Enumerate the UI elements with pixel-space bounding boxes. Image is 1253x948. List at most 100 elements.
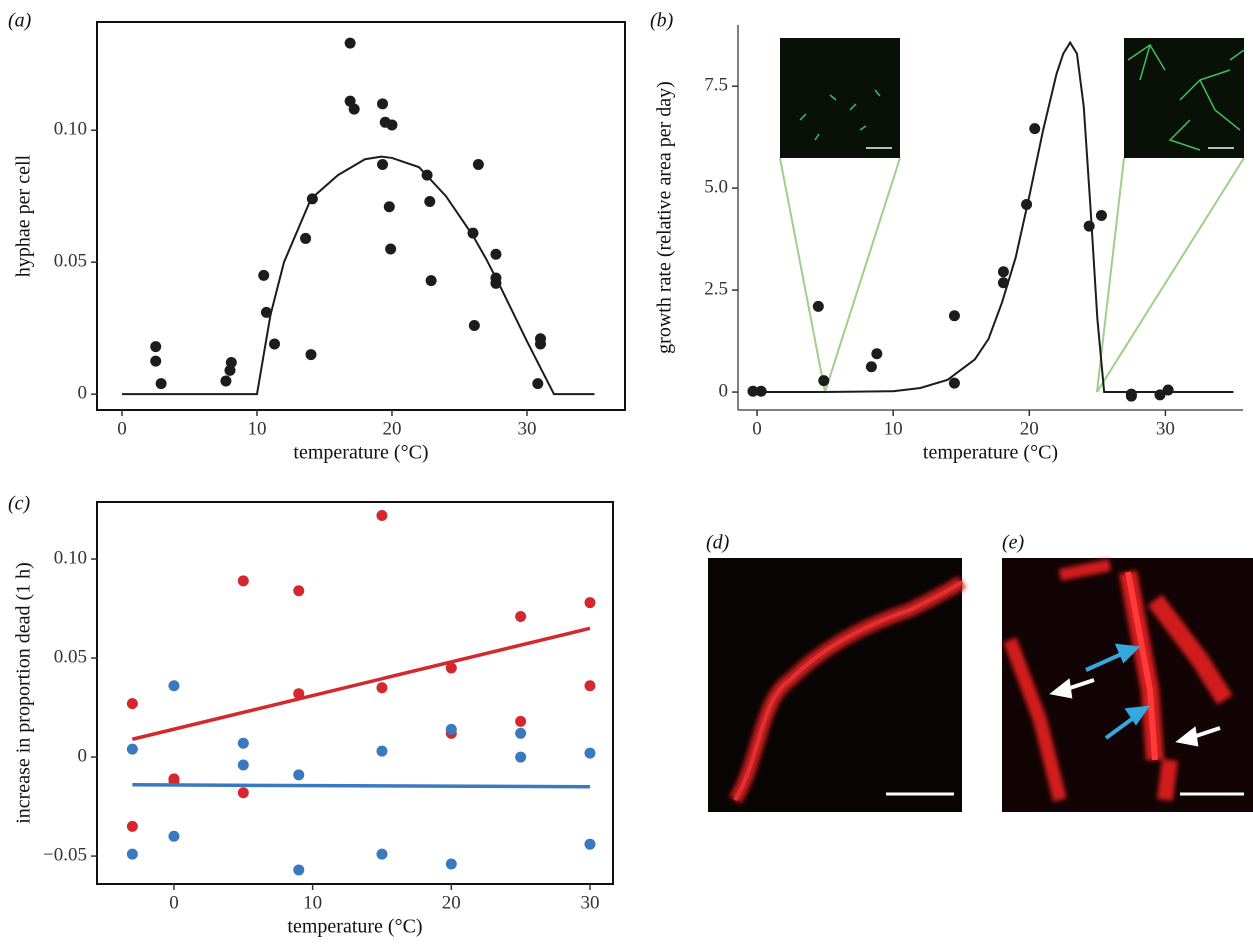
data-point [515,610,527,622]
y-tick-label: 5.0 [704,176,728,197]
data-point [584,838,596,850]
data-point [168,680,180,692]
x-axis-title: temperature (°C) [287,916,422,938]
data-point [532,378,544,390]
data-point [515,751,527,763]
data-point [490,248,502,260]
data-point [948,310,960,322]
micrograph-d [708,558,966,812]
data-point [490,277,502,289]
micrograph-e [1002,558,1253,812]
data-point [348,103,360,115]
y-axis-title: hyphae per cell [13,154,35,277]
data-point [445,723,457,735]
data-point [472,159,484,171]
data-point [1162,384,1174,396]
x-tick-label: 20 [1020,418,1039,439]
data-point [150,355,162,367]
data-point [293,769,305,781]
data-point [424,195,436,207]
data-point [1095,209,1107,221]
plot-frame [96,501,614,885]
x-tick-label: 20 [382,418,401,439]
y-tick-label: 0.10 [54,547,87,568]
data-point [237,759,249,771]
data-point [385,243,397,255]
inset-image-high [1124,38,1245,158]
y-tick-label: 7.5 [704,75,728,96]
data-point [376,745,388,757]
panel-label: (b) [650,10,674,32]
data-point [293,864,305,876]
data-point [425,275,437,287]
y-tick-label: 0.10 [54,119,87,140]
y-axis-title: growth rate (relative area per day) [654,81,676,354]
data-point [534,338,546,350]
data-point [1083,220,1095,232]
data-point [150,341,162,353]
data-point [584,680,596,692]
data-point [126,848,138,860]
data-point [1125,390,1137,402]
fit-line [121,155,595,396]
data-point [997,266,1009,278]
data-point [445,662,457,674]
fit-line [132,783,590,789]
data-point [376,848,388,860]
data-point [584,597,596,609]
data-point [818,375,830,387]
data-point [293,585,305,597]
y-tick-label: 0.05 [54,646,87,667]
data-point [871,348,883,360]
data-point [377,159,389,171]
data-point [376,509,388,521]
data-point [293,688,305,700]
data-point [237,787,249,799]
data-point [258,269,270,281]
data-point [376,682,388,694]
x-tick-label: 10 [884,418,903,439]
y-tick-label: 0 [719,380,729,401]
x-tick-label: 30 [580,892,599,913]
panel-label: (a) [8,10,32,32]
data-point [515,715,527,727]
data-point [383,201,395,213]
data-point [269,338,281,350]
data-point [237,575,249,587]
plot-frame [96,21,626,411]
x-tick-label: 0 [169,892,179,913]
x-tick-label: 0 [752,418,762,439]
data-point [300,232,312,244]
x-tick-label: 30 [1156,418,1175,439]
data-point [168,830,180,842]
x-tick-label: 10 [247,418,266,439]
data-point [126,820,138,832]
y-tick-label: 0.05 [54,251,87,272]
data-point [515,727,527,739]
data-point [386,119,398,131]
panel-label: (d) [706,532,730,554]
x-axis-title: temperature (°C) [293,442,428,464]
data-point [1029,123,1041,135]
x-tick-label: 0 [117,418,127,439]
inset-links [779,157,1245,393]
x-tick-label: 20 [442,892,461,913]
panel-label: (c) [8,493,31,515]
data-point [812,300,824,312]
data-point [225,356,237,368]
data-point [584,747,596,759]
x-tick-label: 30 [517,418,536,439]
x-axis-title: temperature (°C) [923,442,1058,464]
data-point [155,378,167,390]
data-point [126,743,138,755]
x-tick-label: 10 [303,892,322,913]
y-tick-label: 0 [78,383,88,404]
data-point [237,737,249,749]
data-point [305,349,317,361]
data-point [344,37,356,49]
y-tick-label: −0.05 [43,844,87,865]
data-point [445,858,457,870]
inset-image-low [780,38,900,158]
arrows [1049,643,1221,747]
